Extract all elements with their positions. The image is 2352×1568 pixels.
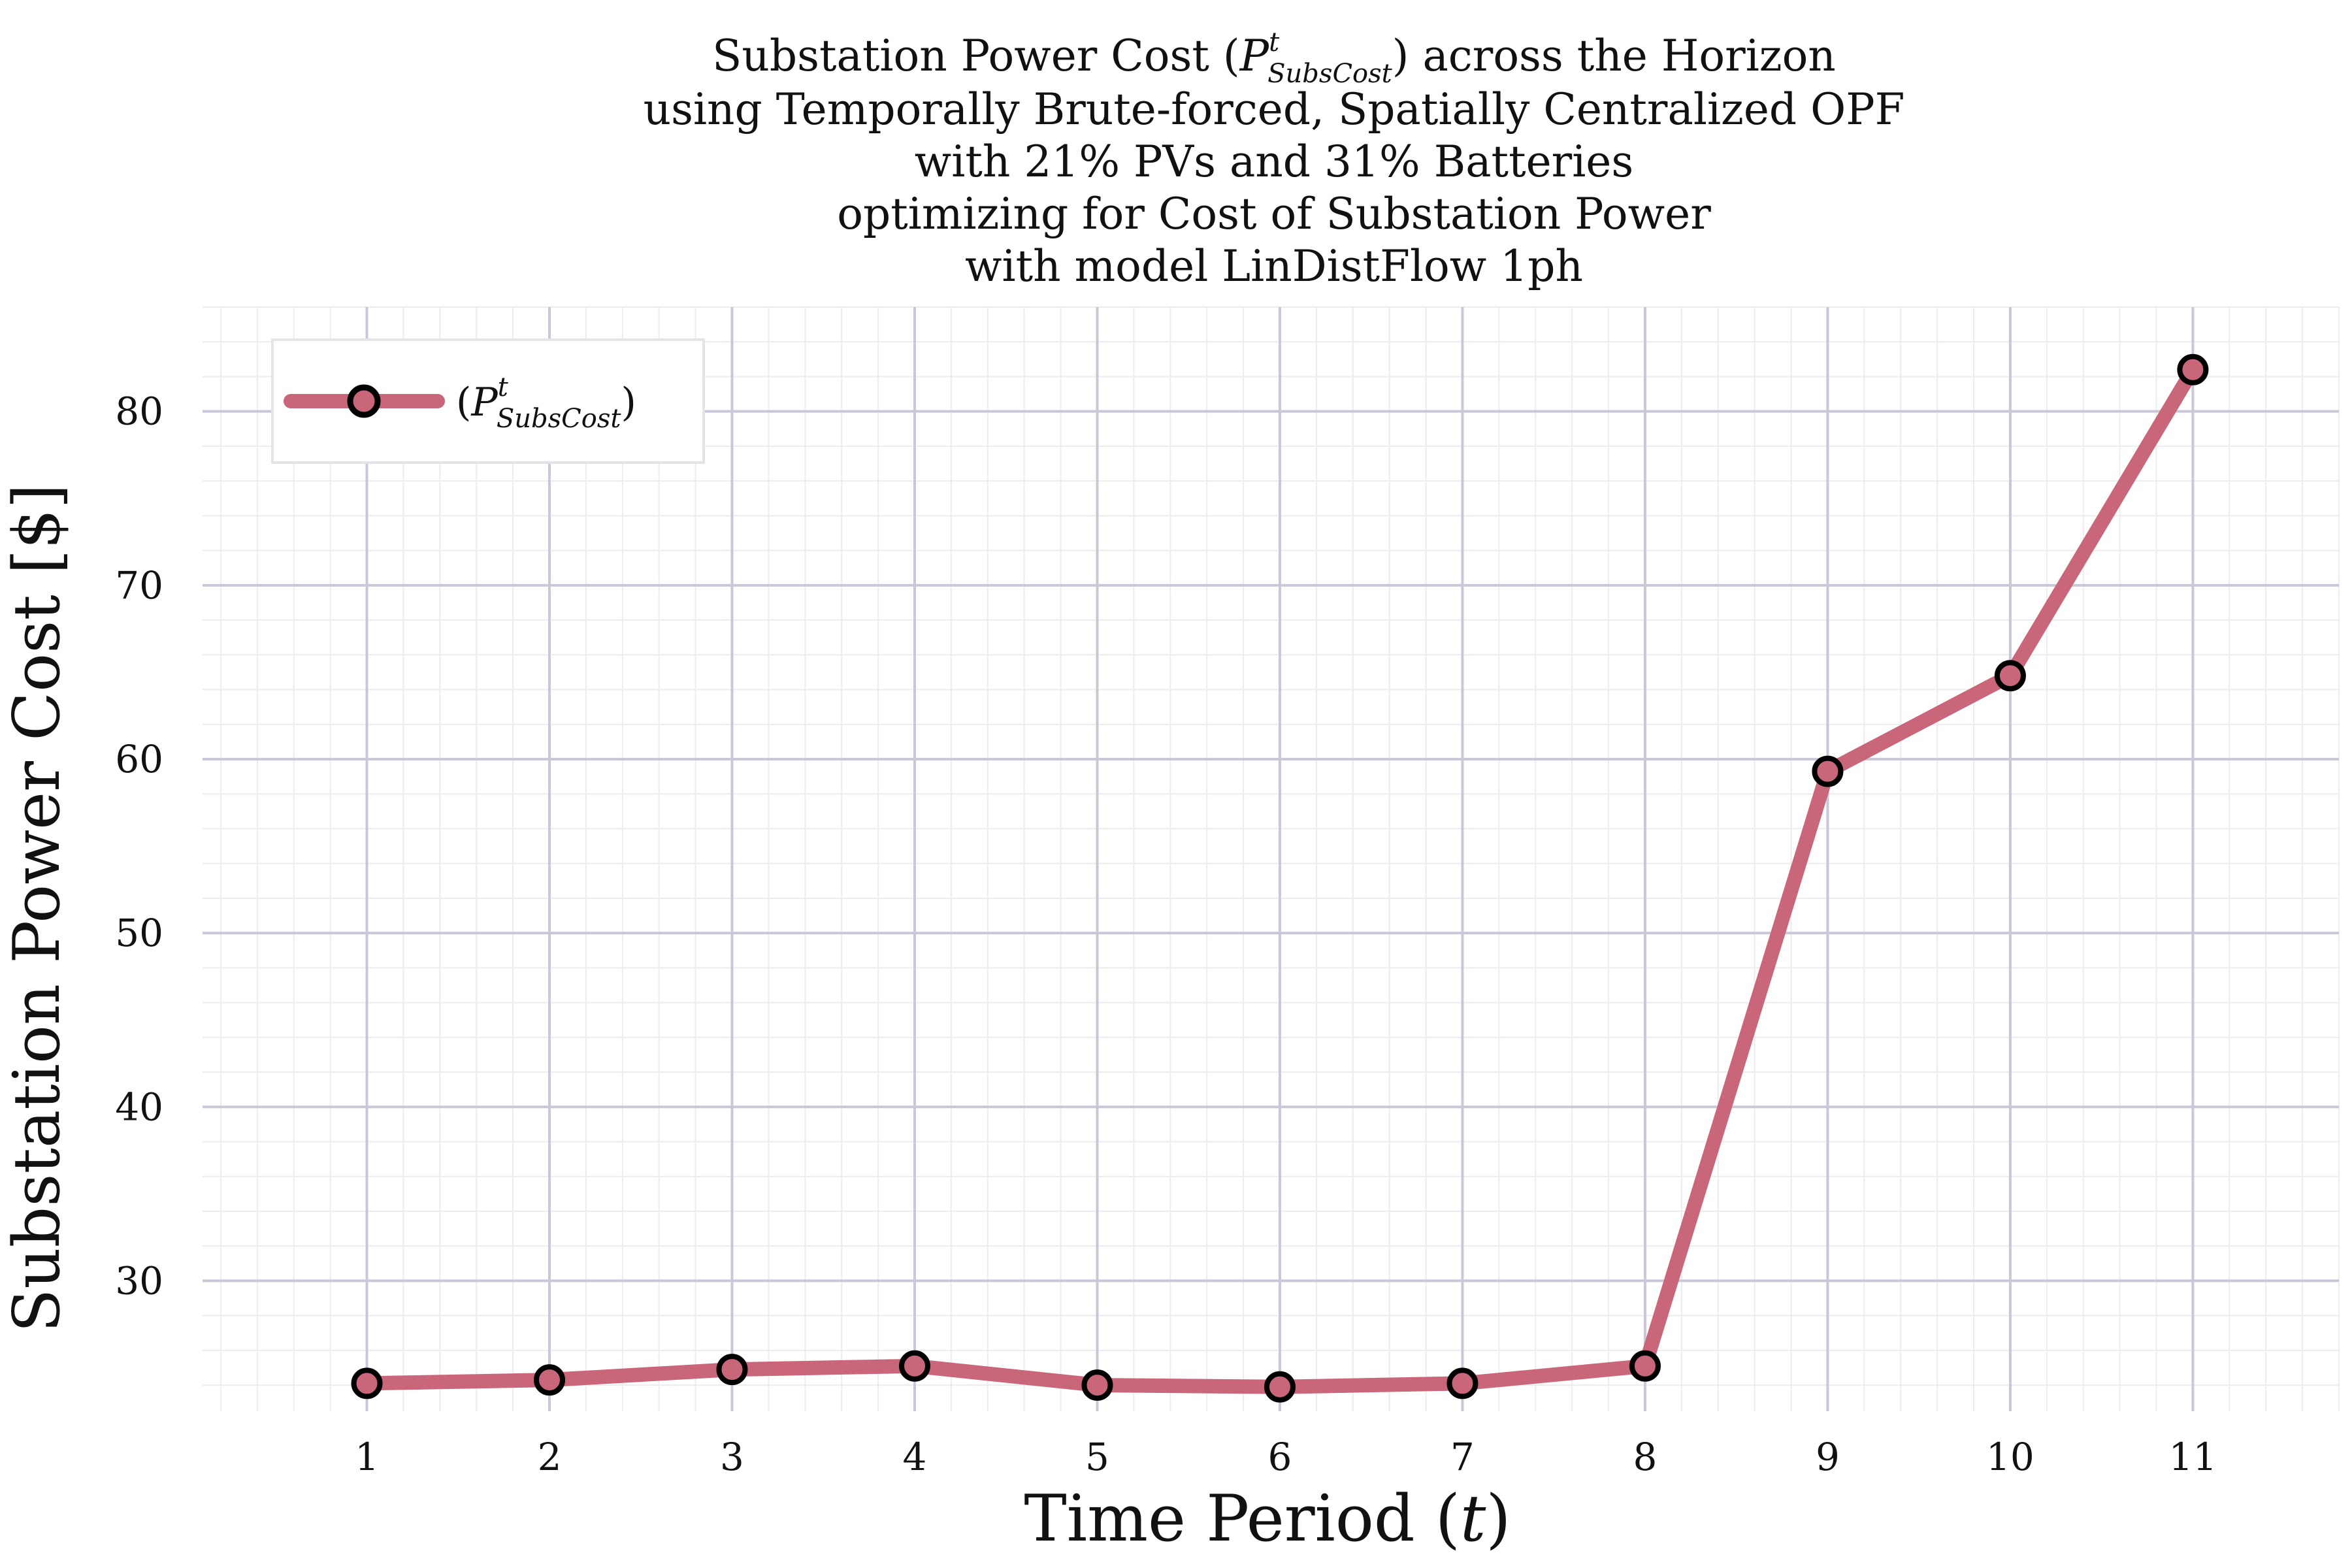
x-tick-label: 4 [903, 1435, 927, 1479]
y-axis-label: Substation Power Cost [$] [0, 483, 74, 1333]
x-tick-label: 11 [2169, 1435, 2217, 1479]
y-tick-labels: 30 40 50 60 70 80 [115, 389, 163, 1303]
x-tick-label: 2 [538, 1435, 562, 1479]
y-tick-label: 40 [115, 1085, 163, 1129]
minor-grid [203, 306, 2340, 1411]
y-tick-label: 50 [115, 911, 163, 955]
x-tick-labels: 1 2 3 4 5 6 7 8 9 10 11 [355, 1435, 2217, 1479]
y-tick-label: 70 [115, 563, 163, 608]
x-tick-label: 10 [1986, 1435, 2034, 1479]
y-tick-label: 80 [115, 389, 163, 434]
data-point [351, 1367, 383, 1399]
series-layer [351, 353, 2209, 1403]
title-line-2: using Temporally Brute-forced, Spatially… [644, 84, 1905, 135]
title-line-5: with model LinDistFlow 1ph [965, 241, 1583, 291]
x-axis-label: Time Period (t) [1024, 1482, 1511, 1556]
x-tick-label: 3 [720, 1435, 744, 1479]
data-point [1264, 1371, 1296, 1403]
title-line-3: with 21% PVs and 31% Batteries [915, 137, 1634, 187]
x-tick-label: 8 [1633, 1435, 1657, 1479]
x-tick-label: 9 [1816, 1435, 1840, 1479]
legend-marker [347, 384, 381, 418]
data-point [1629, 1350, 1661, 1382]
x-tick-label: 7 [1450, 1435, 1475, 1479]
x-tick-label: 5 [1085, 1435, 1109, 1479]
x-tick-label: 6 [1268, 1435, 1292, 1479]
data-point [534, 1364, 566, 1396]
title-line-1: Substation Power Cost (Pt SubsCost) acros… [712, 27, 1836, 89]
data-point [1812, 755, 1844, 787]
legend: (Pt SubsCost) [271, 338, 705, 464]
data-point [1446, 1367, 1478, 1399]
data-point [2177, 353, 2209, 385]
title-line-4: optimizing for Cost of Substation Power [837, 189, 1711, 239]
data-point [899, 1350, 930, 1382]
chart-title: Substation Power Cost (Pt SubsCost) acros… [644, 27, 1905, 291]
legend-label: (Pt SubsCost) [456, 372, 636, 434]
y-tick-label: 30 [115, 1258, 163, 1303]
data-point [716, 1354, 748, 1386]
data-point [1994, 660, 2026, 692]
y-tick-label: 60 [115, 737, 163, 781]
x-tick-label: 1 [355, 1435, 379, 1479]
major-grid [203, 307, 2339, 1411]
data-point [1081, 1369, 1113, 1401]
